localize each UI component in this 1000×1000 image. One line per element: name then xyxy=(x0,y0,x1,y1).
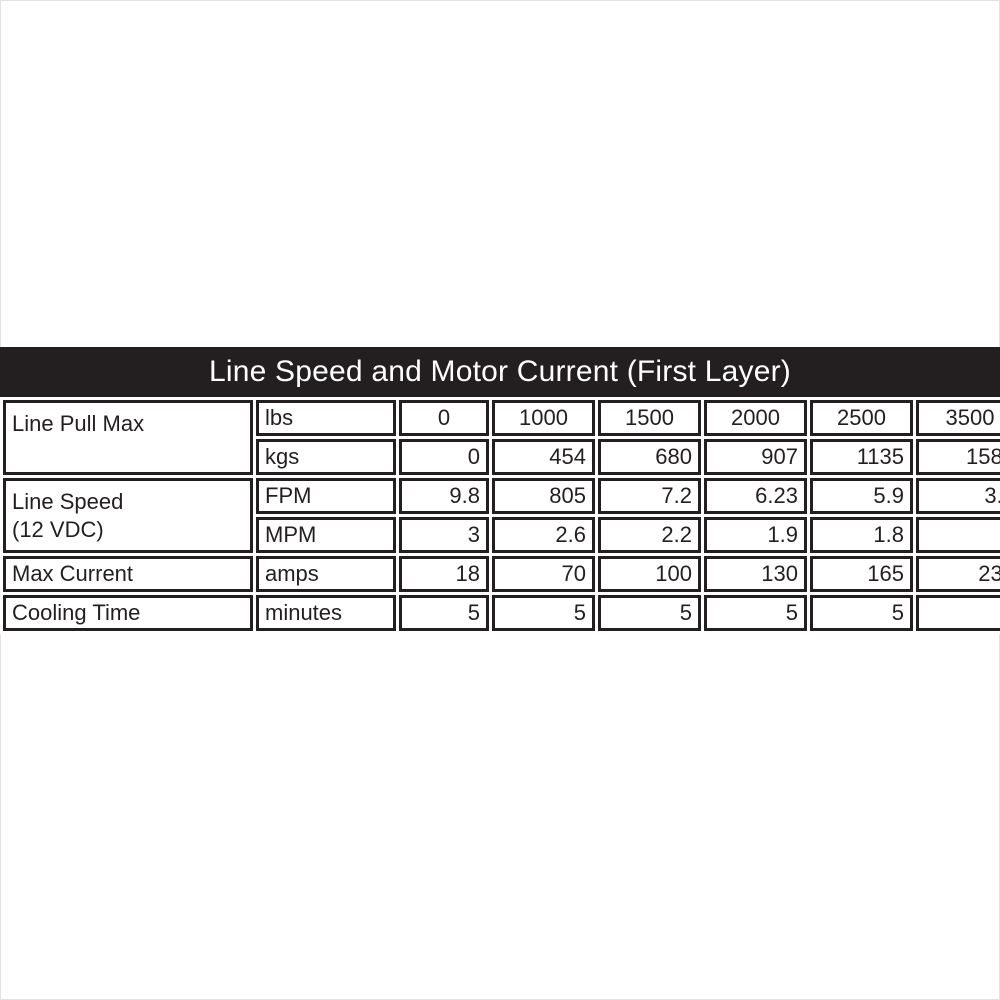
value-cell: 165 xyxy=(810,556,913,592)
value-cell: 230 xyxy=(916,556,1000,592)
table-row: Cooling Time minutes 5 5 5 5 5 5 xyxy=(3,595,1000,631)
value-cell: 7.2 xyxy=(598,478,701,514)
unit-cell-mpm: MPM xyxy=(256,517,396,553)
value-cell: 9.8 xyxy=(399,478,489,514)
value-cell: 5 xyxy=(492,595,595,631)
spec-table: Line Pull Max lbs 0 1000 1500 2000 2500 … xyxy=(0,397,1000,634)
table-row: Max Current amps 18 70 100 130 165 230 xyxy=(3,556,1000,592)
value-cell: 2.2 xyxy=(598,517,701,553)
value-cell: 70 xyxy=(492,556,595,592)
value-cell: 130 xyxy=(704,556,807,592)
value-cell: 5 xyxy=(598,595,701,631)
value-cell: 5 xyxy=(810,595,913,631)
table-row: MPM 3 2.6 2.2 1.9 1.8 1 xyxy=(3,517,1000,553)
value-cell: 2500 xyxy=(810,400,913,436)
value-cell: 1.9 xyxy=(704,517,807,553)
value-cell: 5.9 xyxy=(810,478,913,514)
value-cell: 5 xyxy=(399,595,489,631)
unit-cell-amps: amps xyxy=(256,556,396,592)
table-row: Line Speed (12 VDC) FPM 9.8 805 7.2 6.23… xyxy=(3,478,1000,553)
value-cell: 0 xyxy=(399,400,489,436)
unit-cell-minutes: minutes xyxy=(256,595,396,631)
value-cell: 1.8 xyxy=(810,517,913,553)
value-cell: 1 xyxy=(916,517,1000,553)
table-title-bar: Line Speed and Motor Current (First Laye… xyxy=(0,347,1000,397)
row-label-max-current: Max Current xyxy=(3,556,253,592)
table-row: Line Pull Max lbs 0 1000 1500 2000 2500 … xyxy=(3,400,1000,475)
value-cell: 5 xyxy=(916,595,1000,631)
value-cell: 5 xyxy=(704,595,807,631)
value-cell: 1000 xyxy=(492,400,595,436)
value-cell: 3500 xyxy=(916,400,1000,436)
row-label-line-pull-max: Line Pull Max xyxy=(3,400,253,475)
spec-table-block: Line Speed and Motor Current (First Laye… xyxy=(0,347,1000,634)
value-cell: 18 xyxy=(399,556,489,592)
value-cell: 454 xyxy=(492,439,595,475)
value-cell: 680 xyxy=(598,439,701,475)
value-cell: 2000 xyxy=(704,400,807,436)
unit-cell-kgs: kgs xyxy=(256,439,396,475)
row-label-cooling-time: Cooling Time xyxy=(3,595,253,631)
value-cell: 805 xyxy=(492,478,595,514)
value-cell: 907 xyxy=(704,439,807,475)
value-cell: 3 xyxy=(399,517,489,553)
row-label-line-speed-line1: Line Speed xyxy=(12,489,124,514)
value-cell: 100 xyxy=(598,556,701,592)
unit-cell-lbs: lbs xyxy=(256,400,396,436)
value-cell: 1500 xyxy=(598,400,701,436)
value-cell: 1135 xyxy=(810,439,913,475)
value-cell: 0 xyxy=(399,439,489,475)
table-row: kgs 0 454 680 907 1135 1589 xyxy=(3,439,1000,475)
value-cell: 1589 xyxy=(916,439,1000,475)
value-cell: 2.6 xyxy=(492,517,595,553)
value-cell: 3.3 xyxy=(916,478,1000,514)
row-label-line-speed-line2: (12 VDC) xyxy=(12,517,104,542)
value-cell: 6.23 xyxy=(704,478,807,514)
table-title: Line Speed and Motor Current (First Laye… xyxy=(209,355,791,388)
unit-cell-fpm: FPM xyxy=(256,478,396,514)
row-label-line-speed: Line Speed (12 VDC) xyxy=(3,478,253,553)
